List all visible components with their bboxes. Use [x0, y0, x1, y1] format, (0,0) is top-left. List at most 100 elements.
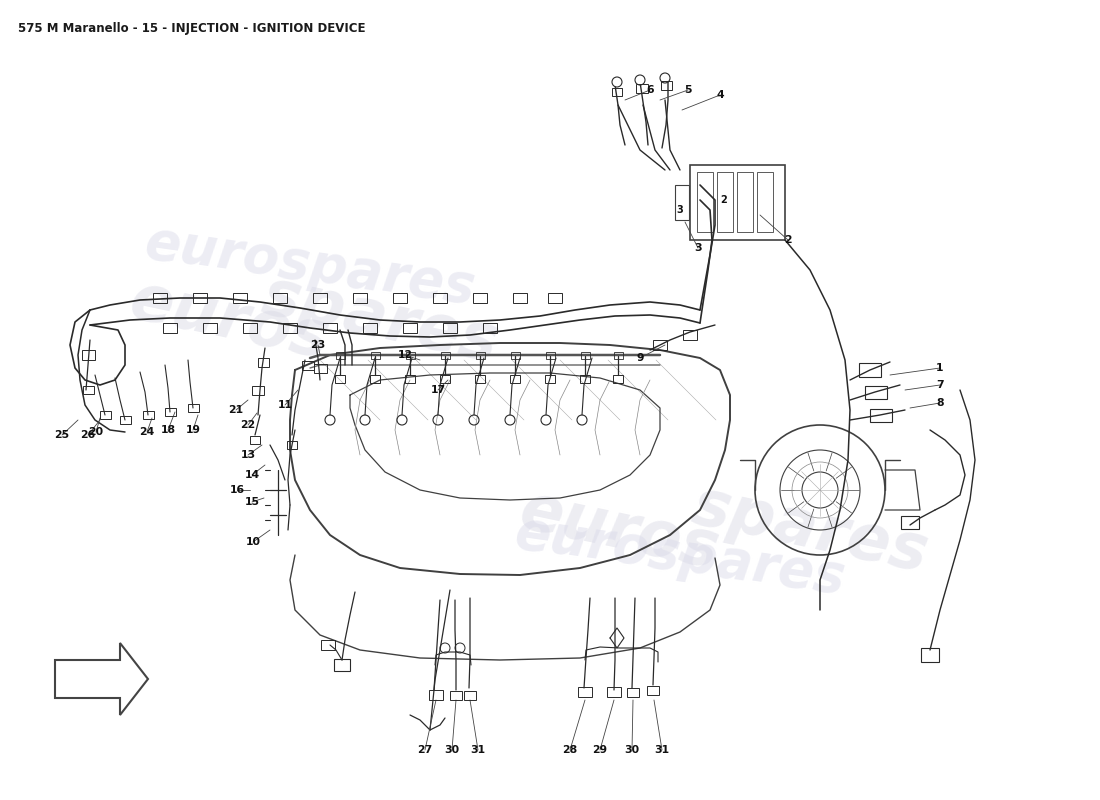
- Text: 31: 31: [471, 745, 485, 755]
- Bar: [314, 363, 327, 373]
- Bar: [612, 88, 621, 96]
- Text: 20: 20: [88, 427, 103, 437]
- Bar: [314, 293, 327, 303]
- Bar: [433, 293, 447, 303]
- Bar: [510, 375, 520, 383]
- Bar: [287, 441, 297, 449]
- Text: 27: 27: [417, 745, 432, 755]
- Bar: [546, 351, 554, 358]
- Text: spares: spares: [686, 474, 934, 586]
- Bar: [252, 386, 264, 394]
- Text: 19: 19: [186, 425, 200, 435]
- Bar: [163, 323, 177, 333]
- Text: eurospares: eurospares: [512, 506, 849, 604]
- Text: 12: 12: [397, 350, 412, 360]
- Text: 30: 30: [625, 745, 639, 755]
- Bar: [370, 375, 379, 383]
- Circle shape: [635, 75, 645, 85]
- Text: 21: 21: [229, 405, 243, 415]
- Bar: [614, 351, 623, 358]
- Text: euros: euros: [124, 269, 336, 371]
- Bar: [483, 323, 497, 333]
- Bar: [475, 375, 485, 383]
- Bar: [870, 409, 892, 422]
- Bar: [406, 351, 415, 358]
- Text: 17: 17: [430, 385, 446, 395]
- Text: 31: 31: [654, 745, 670, 755]
- Bar: [717, 172, 733, 232]
- Bar: [475, 351, 484, 358]
- Bar: [243, 323, 257, 333]
- Bar: [334, 659, 350, 671]
- Bar: [548, 293, 562, 303]
- Text: 30: 30: [444, 745, 460, 755]
- Bar: [283, 323, 297, 333]
- Bar: [580, 375, 590, 383]
- Bar: [757, 172, 773, 232]
- Bar: [627, 687, 639, 697]
- Bar: [544, 375, 556, 383]
- Bar: [440, 375, 450, 383]
- Bar: [99, 411, 110, 419]
- Bar: [204, 323, 217, 333]
- Bar: [473, 293, 487, 303]
- Bar: [578, 687, 592, 697]
- Bar: [865, 386, 887, 398]
- Bar: [683, 330, 697, 340]
- Bar: [647, 686, 659, 694]
- Circle shape: [612, 77, 621, 87]
- Bar: [323, 323, 337, 333]
- Text: eurospares: eurospares: [141, 216, 478, 314]
- Bar: [81, 350, 95, 360]
- Bar: [613, 375, 623, 383]
- Bar: [273, 293, 287, 303]
- Bar: [510, 351, 519, 358]
- Bar: [660, 81, 671, 90]
- Bar: [737, 172, 754, 232]
- Bar: [187, 404, 198, 412]
- Bar: [165, 408, 176, 416]
- Text: 26: 26: [80, 430, 96, 440]
- Text: 1: 1: [936, 363, 944, 373]
- Text: 5: 5: [684, 85, 692, 95]
- Text: 9: 9: [636, 353, 644, 363]
- Bar: [607, 687, 621, 697]
- Circle shape: [660, 73, 670, 83]
- Bar: [697, 172, 713, 232]
- Bar: [302, 361, 313, 370]
- Bar: [690, 165, 785, 240]
- Bar: [901, 515, 918, 529]
- Bar: [429, 690, 443, 700]
- Bar: [443, 323, 456, 333]
- Bar: [464, 690, 476, 699]
- Text: 11: 11: [277, 400, 293, 410]
- Bar: [82, 386, 94, 394]
- Text: euros: euros: [515, 478, 725, 582]
- Text: 10: 10: [245, 537, 261, 547]
- Text: 6: 6: [646, 85, 653, 95]
- Bar: [336, 351, 344, 358]
- Bar: [353, 293, 367, 303]
- Text: 8: 8: [936, 398, 944, 408]
- Bar: [250, 436, 260, 444]
- Text: 3: 3: [676, 205, 683, 215]
- Bar: [120, 416, 131, 424]
- Bar: [393, 293, 407, 303]
- Bar: [513, 293, 527, 303]
- Bar: [257, 358, 268, 366]
- Text: 22: 22: [241, 420, 255, 430]
- Text: 575 M Maranello - 15 - INJECTION - IGNITION DEVICE: 575 M Maranello - 15 - INJECTION - IGNIT…: [18, 22, 365, 35]
- Text: 25: 25: [54, 430, 69, 440]
- Bar: [321, 640, 336, 650]
- Bar: [336, 375, 345, 383]
- Bar: [233, 293, 248, 303]
- Bar: [675, 185, 689, 220]
- Bar: [581, 351, 590, 358]
- Bar: [450, 690, 462, 699]
- Bar: [636, 83, 648, 93]
- Bar: [921, 648, 939, 662]
- Text: 29: 29: [593, 745, 607, 755]
- Bar: [363, 323, 377, 333]
- Bar: [653, 340, 667, 350]
- Text: 15: 15: [244, 497, 260, 507]
